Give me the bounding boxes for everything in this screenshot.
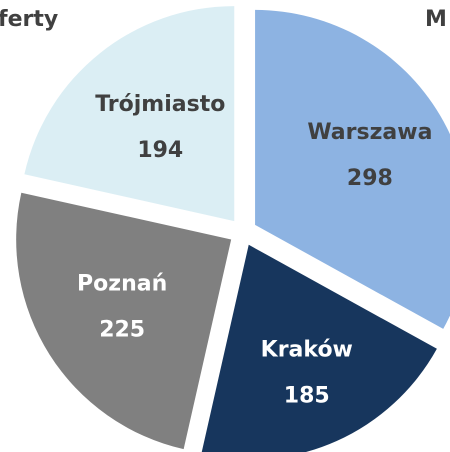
slice-label: Kraków [261, 337, 353, 362]
chart-subtitle: M [425, 7, 447, 32]
pie-slice [255, 9, 450, 329]
slice-value: 194 [137, 138, 183, 163]
pie-slice [201, 244, 437, 452]
chart-title: ferty [0, 7, 58, 32]
pie-slice [24, 6, 235, 222]
pie-slice [16, 192, 232, 450]
slice-value: 225 [99, 317, 145, 342]
slice-value: 298 [347, 166, 393, 191]
slice-label: Warszawa [307, 120, 432, 145]
slice-value: 185 [284, 383, 330, 408]
slice-label: Poznań [77, 271, 167, 296]
slice-label: Trójmiasto [95, 92, 225, 117]
